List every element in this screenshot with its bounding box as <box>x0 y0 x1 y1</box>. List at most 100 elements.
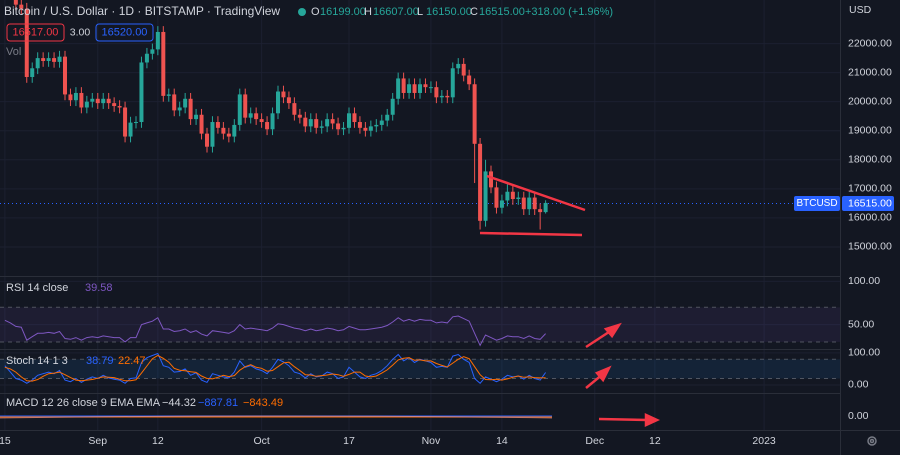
volume-label: Vol <box>6 46 21 58</box>
candle-body <box>41 58 46 62</box>
ohlc-label: C <box>470 6 478 18</box>
y-tick-label: 21000.00 <box>848 66 892 78</box>
candle-body <box>166 94 171 96</box>
candle-body <box>505 191 510 201</box>
candle-body <box>434 87 439 98</box>
buy-price[interactable]: 16520.00 <box>102 26 148 38</box>
candle-body <box>423 84 428 88</box>
candle-body <box>117 106 122 108</box>
ohlc-label: L <box>417 6 423 18</box>
candle-body <box>13 0 18 5</box>
candle-body <box>84 101 89 108</box>
market-status <box>298 8 306 16</box>
pane-marks <box>13 0 548 230</box>
candle-body <box>467 75 472 85</box>
candle-body <box>489 171 494 188</box>
candle-body <box>439 95 444 98</box>
candle-body <box>232 124 237 137</box>
macd-legend: MACD 12 26 close 9 EMA EMA <box>6 397 161 409</box>
candle-body <box>319 126 324 128</box>
candle-body <box>161 31 166 96</box>
candle-body <box>204 133 209 147</box>
candle-body <box>73 92 78 101</box>
candle-body <box>150 49 155 54</box>
candle-body <box>516 197 521 200</box>
y-tick-label: 0.00 <box>848 410 869 422</box>
candle-body <box>499 200 504 208</box>
sell-price[interactable]: 16517.00 <box>13 26 59 38</box>
currency[interactable]: USD <box>849 4 872 16</box>
price-badge <box>842 196 894 211</box>
candle-body <box>412 84 417 93</box>
band-fill <box>0 307 840 342</box>
candle-body <box>112 103 117 107</box>
candle-body <box>396 78 401 99</box>
ohlc-value: 16150.00 <box>426 6 472 18</box>
candle-body <box>199 114 204 134</box>
candle-body <box>352 113 357 123</box>
y-tick-label: 0.00 <box>848 379 869 391</box>
candle-body <box>62 56 67 95</box>
candle-body <box>461 63 466 76</box>
x-tick-label: Oct <box>253 435 269 447</box>
candle-body <box>341 127 346 130</box>
stoch-d-value: 22.47 <box>118 355 146 367</box>
price-badge-text: 16515.00 <box>848 197 892 209</box>
candle-body <box>248 113 253 118</box>
candle-body <box>237 94 242 125</box>
y-tick-label: 19000.00 <box>848 125 892 137</box>
candle-body <box>188 98 193 120</box>
x-tick-label: 14 <box>496 435 508 447</box>
symbol-title: Bitcoin / U.S. Dollar · 1D · BITSTAMP · … <box>4 4 280 18</box>
symbol-badge-text: BTCUSD <box>796 198 837 209</box>
trend-line <box>479 231 583 237</box>
rsi-legend: RSI 14 close <box>6 282 68 294</box>
buy-button[interactable] <box>95 23 154 42</box>
candle-body <box>281 91 286 98</box>
candle-body <box>385 114 390 121</box>
candle-body <box>243 94 248 118</box>
candle-body <box>483 171 488 221</box>
candle-body <box>445 95 450 98</box>
y-tick-label: 20000.00 <box>848 95 892 107</box>
macd-value: −843.49 <box>243 397 283 409</box>
candle-body <box>270 113 275 130</box>
candle-body <box>297 114 302 118</box>
candle-body <box>123 107 128 137</box>
x-tick-label: 12 <box>152 435 164 447</box>
candle-body <box>456 63 461 69</box>
candle-body <box>275 91 280 114</box>
candle-body <box>52 58 57 62</box>
macd-value: −887.81 <box>198 397 238 409</box>
candle-body <box>35 58 40 69</box>
candle-body <box>330 119 335 124</box>
x-tick-label: Nov <box>422 435 441 447</box>
settings-icon[interactable] <box>867 436 877 446</box>
indicator-line <box>4 315 546 347</box>
candle-body <box>144 53 149 63</box>
sell-button[interactable] <box>6 23 65 42</box>
candle-body <box>128 122 133 137</box>
candle-body <box>521 197 526 210</box>
rsi-value: 39.58 <box>85 282 113 294</box>
macd-value: −44.32 <box>162 397 196 409</box>
candle-body <box>95 98 100 104</box>
y-tick-label: 100.00 <box>848 347 880 359</box>
ohlc-label: H <box>364 6 372 18</box>
candle-body <box>363 127 368 131</box>
candle-body <box>428 87 433 89</box>
y-tick-label: 18000.00 <box>848 154 892 166</box>
candle-body <box>79 92 84 108</box>
x-tick-label: 2023 <box>752 435 776 447</box>
candle-body <box>90 98 95 102</box>
candle-body <box>336 123 341 130</box>
x-tick-label: 17 <box>343 435 355 447</box>
indicator-line <box>4 354 546 382</box>
x-tick-label: Dec <box>585 435 604 447</box>
candle-body <box>532 197 537 210</box>
candle-body <box>177 107 182 111</box>
candle-body <box>259 119 264 123</box>
candle-body <box>139 62 144 123</box>
candle-body <box>286 97 291 104</box>
candle-body <box>357 122 362 128</box>
